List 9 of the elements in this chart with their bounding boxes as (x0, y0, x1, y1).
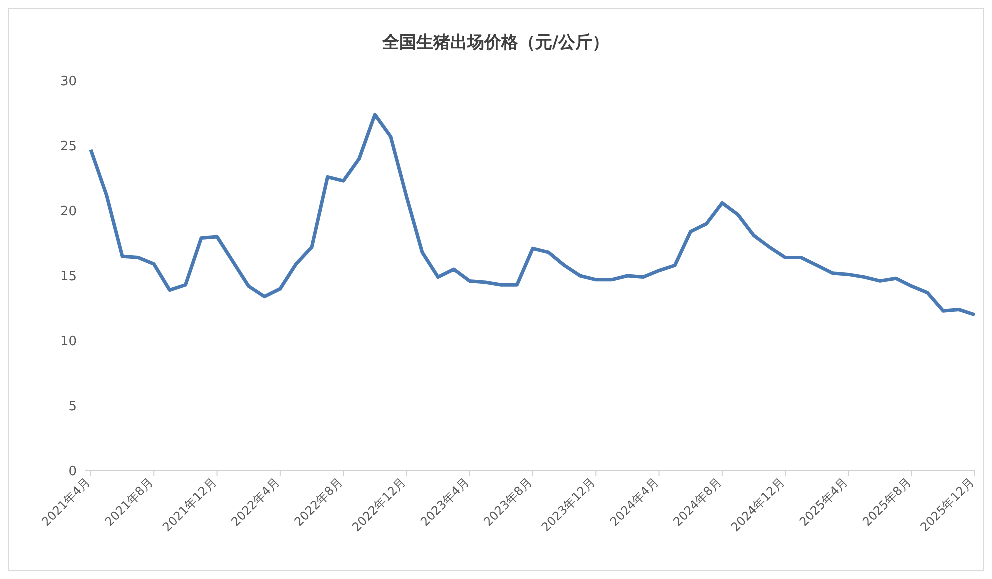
line-series (89, 113, 977, 317)
y-tick-label: 20 (60, 204, 77, 220)
y-tick-label: 10 (60, 334, 77, 350)
y-tick-label: 25 (60, 140, 77, 155)
y-tick-label: 15 (60, 270, 77, 285)
y-tick-label: 30 (60, 74, 77, 90)
chart-title: 全国生猪出场价格（元/公斤） (381, 32, 611, 55)
y-tick-label: 0 (68, 464, 77, 480)
y-tick-label: 5 (68, 400, 77, 415)
